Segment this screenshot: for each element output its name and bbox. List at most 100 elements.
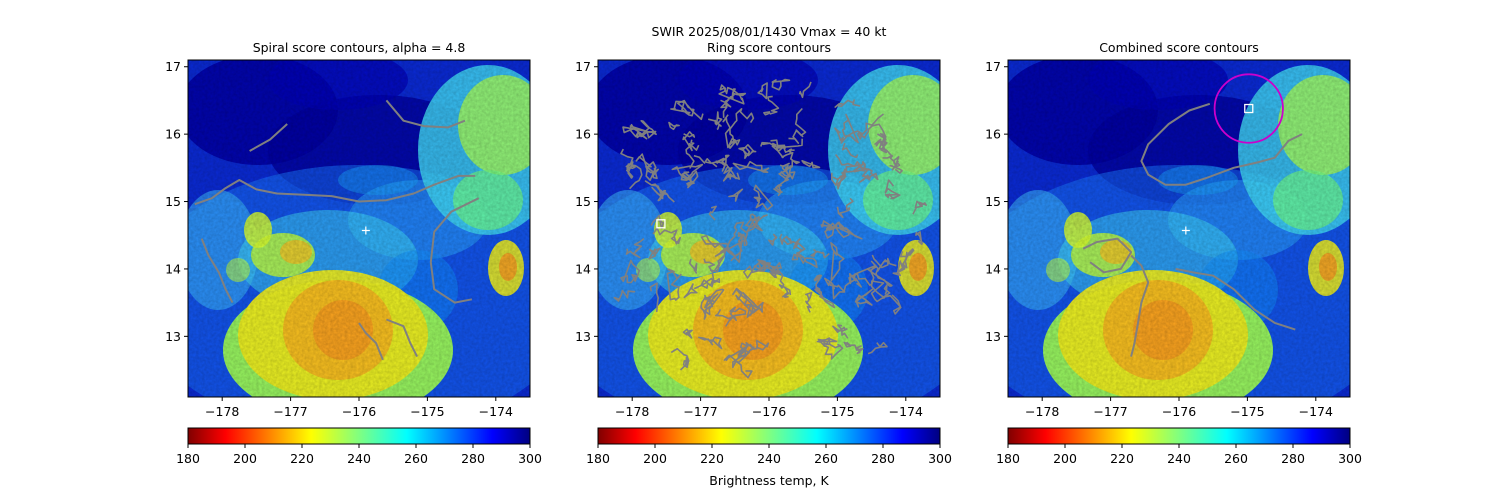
ring-contour (858, 168, 879, 183)
panel-title: Combined score contours (1099, 40, 1259, 55)
ring-contour (798, 81, 812, 99)
x-tick-label: −176 (342, 404, 376, 419)
first-guess-marker (1181, 226, 1190, 235)
spiral-panel: Spiral score contours, alpha = 4.8 −178 −1… (165, 40, 542, 466)
x-tick-label: −174 (479, 404, 513, 419)
ring-contour (760, 141, 781, 152)
y-tick-label: 17 (575, 59, 591, 74)
colorbar-tick-label: 200 (643, 451, 667, 466)
ring-contour (848, 273, 857, 285)
colorbar-tick-label: 180 (176, 451, 200, 466)
score-contour (429, 197, 480, 304)
colorbar-gradient (597, 427, 941, 445)
ring-contour (738, 144, 757, 159)
x-tick-label: −176 (752, 404, 786, 419)
colorbar-tick-label: 220 (290, 451, 314, 466)
ring-contour (813, 274, 823, 294)
ring-contour (723, 346, 751, 364)
y-tick-label: 15 (165, 194, 181, 209)
score-contour (249, 123, 288, 152)
score-contour (358, 322, 384, 361)
ring-contour (730, 234, 744, 263)
score-contour (386, 318, 418, 358)
brightness-heatmap (958, 50, 1398, 435)
ring-contour (743, 260, 766, 279)
score-contour (385, 99, 466, 129)
ring-contour (782, 286, 790, 299)
ring-contour (882, 284, 902, 315)
best-center-box (656, 219, 666, 229)
colorbar-label: Brightness temp, K (709, 473, 829, 488)
ring-contour (871, 254, 897, 272)
ring-contour (668, 121, 680, 131)
colorbar-tick-label: 200 (233, 451, 257, 466)
ring-contour (727, 172, 741, 180)
ring-contour (682, 328, 693, 339)
score-contour (1175, 267, 1296, 331)
first-guess-marker (361, 226, 370, 235)
colorbar-tick-label: 240 (1167, 451, 1191, 466)
colorbar-gradient (187, 427, 531, 445)
ring-contour (899, 248, 915, 259)
ring-contour (841, 142, 859, 159)
ring-contour (867, 341, 888, 355)
ring-contour (652, 227, 681, 245)
x-tick-label: −175 (820, 404, 854, 419)
ring-contour (683, 283, 698, 299)
x-tick-label: −174 (889, 404, 923, 419)
panel-title: Spiral score contours, alpha = 4.8 (253, 40, 466, 55)
colorbar-tick-label: 280 (1281, 451, 1305, 466)
ring-contour (746, 304, 757, 318)
ring-contour (889, 164, 903, 174)
ring-contours (613, 78, 927, 379)
colorbar-tick-label: 180 (586, 451, 610, 466)
colorbar-tick-label: 260 (404, 451, 428, 466)
colorbar-tick-label: 280 (871, 451, 895, 466)
ring-contour (810, 248, 830, 259)
ring-contour (773, 184, 783, 194)
x-tick-label: −178 (615, 404, 649, 419)
ring-contour (688, 258, 698, 274)
x-tick-label: −177 (273, 404, 307, 419)
y-tick-label: 13 (575, 329, 591, 344)
ring-contour (708, 118, 722, 131)
ring-contour (622, 120, 657, 139)
combined-panel: Combined score contours −178 −177 −176 −175 −… (958, 40, 1398, 466)
center-circle (1213, 73, 1284, 144)
ring-contour (709, 254, 726, 273)
ring-contour (731, 88, 747, 100)
brightness-heatmap (548, 50, 988, 435)
ring-contour (722, 165, 737, 182)
ring-contour (685, 139, 695, 169)
ring-contour (854, 288, 874, 308)
ring-contour (870, 280, 886, 303)
colorbar: 180 200 220 240 260 280 300 (996, 427, 1362, 466)
ring-contour (704, 293, 719, 309)
ring-contour (613, 289, 636, 302)
colorbar-gradient (1007, 427, 1351, 445)
ring-contour (836, 197, 854, 219)
y-tick-label: 15 (575, 194, 591, 209)
score-contour (1140, 102, 1303, 186)
ring-contour (841, 113, 859, 144)
ring-contour (682, 131, 700, 152)
x-tick-label: −175 (410, 404, 444, 419)
best-center-box (1244, 103, 1254, 114)
figure-suptitle: SWIR 2025/08/01/1430 Vmax = 40 kt (652, 24, 887, 39)
colorbar-tick-label: 220 (700, 451, 724, 466)
ring-contour (629, 123, 657, 140)
ring-contour (889, 154, 901, 171)
ring-contour (816, 337, 838, 347)
ring-contour (801, 160, 821, 169)
ring-contour (824, 277, 846, 300)
ring-contour (892, 256, 908, 277)
ring-contour (645, 161, 657, 181)
ring-contour (651, 186, 666, 202)
ring-contour (698, 336, 723, 350)
ring-panel: Ring score contours −178 −177 −176 −175 −174 1… (548, 40, 988, 466)
ring-contour (779, 233, 793, 245)
y-tick-label: 14 (985, 261, 1001, 276)
colorbar-tick-label: 300 (928, 451, 952, 466)
ring-contour (737, 342, 758, 358)
